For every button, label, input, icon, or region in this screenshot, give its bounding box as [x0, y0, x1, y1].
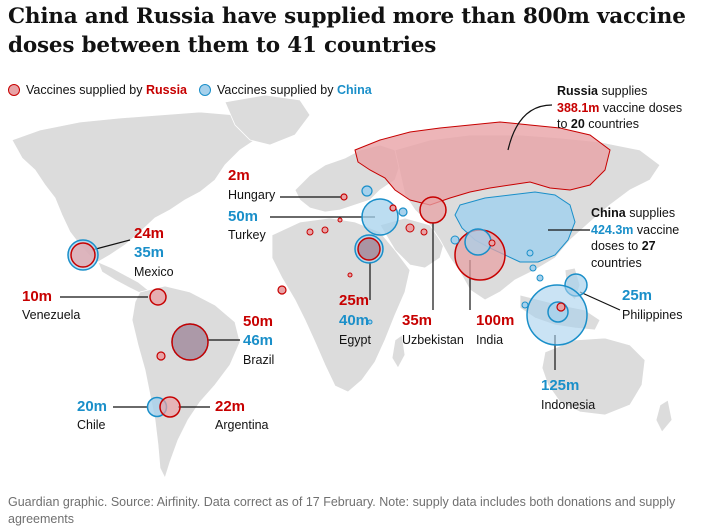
turkey-label: Turkey: [228, 228, 266, 242]
small-bubble-morocco: [306, 228, 314, 236]
chile-label: Chile: [77, 418, 106, 432]
hungary-russia-bubble: [340, 193, 348, 201]
russia-callout-line: [507, 104, 553, 151]
small-bubble-laos: [521, 301, 529, 309]
small-bubble-belarus: [389, 204, 397, 212]
mexico-label: Mexico: [134, 265, 174, 279]
small-bubble-kazakhstan: [450, 235, 460, 245]
madagascar-shape: [391, 334, 406, 369]
russia-region: [354, 121, 611, 206]
russia-swatch: [8, 84, 20, 96]
legend-russia-name: Russia: [146, 83, 187, 97]
turkey-china-bubble: [361, 198, 399, 236]
indonesia-label: Indonesia: [541, 398, 596, 412]
china-note-text3: doses to: [591, 239, 642, 253]
small-bubble-zimbabwe: [367, 319, 373, 325]
china-note-text2: vaccine: [633, 222, 680, 237]
small-bubble-nepal: [488, 239, 496, 247]
india-label: India: [476, 333, 504, 347]
serbia-china-bubble: [361, 185, 373, 197]
uzbekistan-russia-bubble: [419, 196, 447, 224]
russia-note: Russia supplies 388.1m vaccine doses to …: [557, 83, 682, 133]
south-america-shape: [131, 285, 241, 480]
china-note-amount: 424.3m: [591, 222, 634, 237]
egypt-russia-value: 25m: [339, 292, 370, 309]
pakistan-china-bubble: [464, 228, 492, 256]
small-bubble-myanmar: [526, 249, 534, 257]
chart-title: China and Russia have supplied more than…: [8, 4, 686, 58]
mexico-china-value: 35m: [134, 244, 165, 261]
hungary-russia-value: 2m: [228, 167, 250, 184]
mexico-russia-bubble: [70, 242, 96, 268]
brazil-china-value: 46m: [243, 332, 274, 349]
uzbekistan-russia-value: 35m: [402, 312, 433, 329]
turkey-china-value: 50m: [228, 208, 259, 225]
russia-note-amount: 388.1m: [557, 100, 600, 115]
small-bubble-iran: [405, 223, 415, 233]
new-zealand-shape: [655, 399, 673, 433]
small-bubble-georgia: [398, 207, 408, 217]
egypt-label: Egypt: [339, 333, 371, 347]
russia-note-text1: supplies: [598, 84, 648, 98]
russia-note-count: 20: [570, 117, 585, 131]
middle-east-shape: [379, 217, 446, 269]
greenland-shape: [224, 94, 311, 146]
brazil-russia-bubble: [171, 323, 209, 361]
china-note-text4: countries: [591, 255, 642, 270]
russia-note-text4: countries: [584, 117, 640, 131]
china-note-country: China: [591, 206, 626, 220]
indonesia-china-value: 125m: [541, 377, 580, 394]
legend-russia-prefix: Vaccines supplied by: [26, 83, 143, 97]
mexico-russia-value: 24m: [134, 225, 165, 242]
leader-lines: [60, 196, 621, 408]
india-russia-value: 100m: [476, 312, 515, 329]
legend-china-name: China: [337, 83, 372, 97]
small-bubble-cambodia: [536, 274, 544, 282]
small-bubble-bolivia: [156, 351, 166, 361]
russia-note-text3: to: [557, 117, 571, 131]
china-note: China supplies 424.3m vaccine doses to 2…: [591, 205, 679, 271]
china-swatch: [199, 84, 211, 96]
chile-china-value: 20m: [77, 398, 108, 415]
australia-shape: [541, 337, 646, 416]
russia-note-text2: vaccine doses: [599, 100, 683, 115]
singapore-russia-bubble: [556, 302, 566, 312]
egypt-russia-bubble: [357, 237, 381, 261]
philippines-leader: [579, 291, 621, 311]
legend-russia: Vaccines supplied by Russia: [8, 83, 187, 97]
legend-china-prefix: Vaccines supplied by: [217, 83, 334, 97]
footnote: Guardian graphic. Source: Airfinity. Dat…: [8, 495, 676, 526]
philippines-china-value: 25m: [622, 287, 653, 304]
north-america-shape: [11, 111, 261, 263]
small-bubble-guinea: [277, 285, 287, 295]
philippines-label: Philippines: [622, 308, 683, 322]
russia-note-country: Russia: [557, 84, 598, 98]
argentina-russia-bubble: [159, 396, 181, 418]
brazil-label: Brazil: [243, 353, 275, 367]
china-note-count: 27: [641, 239, 656, 253]
mexico-leader-russia: [91, 239, 131, 251]
legend: Vaccines supplied by Russia Vaccines sup…: [8, 83, 384, 97]
egypt-china-value: 40m: [339, 312, 370, 329]
small-bubble-thailand: [529, 264, 537, 272]
small-bubble-uae: [420, 228, 428, 236]
china-note-text1: supplies: [625, 206, 676, 220]
venezuela-label: Venezuela: [22, 308, 81, 322]
small-bubble-algeria: [321, 226, 329, 234]
venezuela-russia-value: 10m: [22, 288, 53, 305]
small-bubble-tunisia: [337, 217, 343, 223]
venezuela-russia-bubble: [149, 288, 167, 306]
argentina-label: Argentina: [215, 418, 269, 432]
small-bubble-sudan: [347, 272, 353, 278]
bubbles: [67, 185, 588, 418]
brazil-russia-value: 50m: [243, 313, 274, 330]
hungary-label: Hungary: [228, 188, 276, 202]
legend-china: Vaccines supplied by China: [199, 83, 372, 97]
argentina-russia-value: 22m: [215, 398, 246, 415]
uzbekistan-label: Uzbekistan: [402, 333, 464, 347]
